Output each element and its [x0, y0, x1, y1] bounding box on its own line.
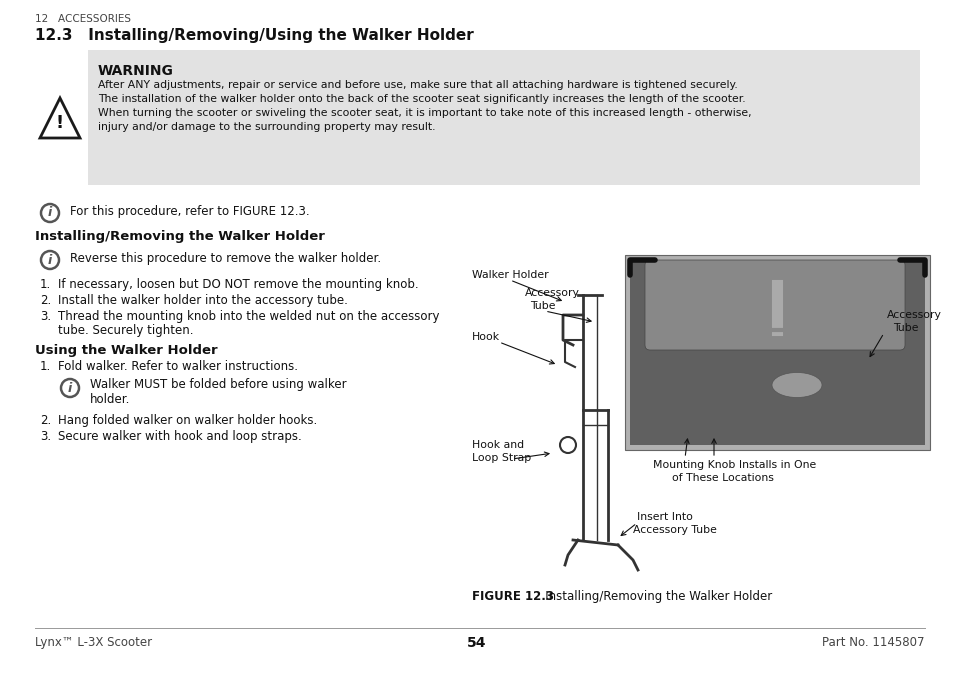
- Text: Hang folded walker on walker holder hooks.: Hang folded walker on walker holder hook…: [58, 414, 317, 427]
- FancyBboxPatch shape: [629, 260, 924, 445]
- Circle shape: [61, 379, 79, 397]
- Circle shape: [41, 251, 59, 269]
- Text: Accessory: Accessory: [524, 288, 579, 298]
- Text: Walker Holder: Walker Holder: [472, 270, 548, 280]
- Text: 12.3   Installing/Removing/Using the Walker Holder: 12.3 Installing/Removing/Using the Walke…: [35, 28, 474, 43]
- Text: Fold walker. Refer to walker instructions.: Fold walker. Refer to walker instruction…: [58, 360, 297, 373]
- Text: When turning the scooter or swiveling the scooter seat, it is important to take : When turning the scooter or swiveling th…: [98, 108, 751, 118]
- Text: 1.: 1.: [40, 278, 51, 291]
- Text: If necessary, loosen but DO NOT remove the mounting knob.: If necessary, loosen but DO NOT remove t…: [58, 278, 418, 291]
- Text: Using the Walker Holder: Using the Walker Holder: [35, 344, 217, 357]
- Text: holder.: holder.: [90, 393, 131, 406]
- Text: 2.: 2.: [40, 294, 51, 307]
- Text: WARNING: WARNING: [98, 64, 173, 78]
- Text: i: i: [48, 253, 52, 266]
- Text: Hook: Hook: [472, 332, 499, 342]
- Text: Part No. 1145807: Part No. 1145807: [821, 636, 924, 649]
- Text: Accessory: Accessory: [886, 310, 941, 320]
- Text: Walker MUST be folded before using walker: Walker MUST be folded before using walke…: [90, 378, 346, 391]
- FancyBboxPatch shape: [624, 255, 929, 450]
- Text: Loop Strap: Loop Strap: [472, 453, 531, 463]
- Text: 3.: 3.: [40, 430, 51, 443]
- Text: 1.: 1.: [40, 360, 51, 373]
- Text: injury and/or damage to the surrounding property may result.: injury and/or damage to the surrounding …: [98, 122, 435, 132]
- Text: i: i: [68, 381, 72, 394]
- Polygon shape: [40, 98, 80, 138]
- Text: 54: 54: [467, 636, 486, 650]
- Text: Tube: Tube: [530, 301, 555, 311]
- Text: tube. Securely tighten.: tube. Securely tighten.: [58, 324, 193, 337]
- Text: Insert Into: Insert Into: [637, 512, 692, 522]
- Text: Accessory Tube: Accessory Tube: [633, 525, 716, 535]
- Text: Mounting Knob Installs in One: Mounting Knob Installs in One: [652, 460, 816, 470]
- Text: For this procedure, refer to FIGURE 12.3.: For this procedure, refer to FIGURE 12.3…: [70, 205, 310, 218]
- Text: 2.: 2.: [40, 414, 51, 427]
- Text: i: i: [48, 206, 52, 220]
- Text: Lynx™ L-3X Scooter: Lynx™ L-3X Scooter: [35, 636, 152, 649]
- Text: 12   ACCESSORIES: 12 ACCESSORIES: [35, 14, 131, 24]
- Text: Hook and: Hook and: [472, 440, 523, 450]
- Text: FIGURE 12.3: FIGURE 12.3: [472, 590, 554, 603]
- Circle shape: [41, 204, 59, 222]
- Text: The installation of the walker holder onto the back of the scooter seat signific: The installation of the walker holder on…: [98, 94, 745, 104]
- Text: Reverse this procedure to remove the walker holder.: Reverse this procedure to remove the wal…: [70, 252, 381, 265]
- Text: Secure walker with hook and loop straps.: Secure walker with hook and loop straps.: [58, 430, 301, 443]
- Ellipse shape: [771, 373, 821, 398]
- FancyBboxPatch shape: [88, 50, 919, 185]
- Text: Installing/Removing the Walker Holder: Installing/Removing the Walker Holder: [35, 230, 325, 243]
- Text: Install the walker holder into the accessory tube.: Install the walker holder into the acces…: [58, 294, 348, 307]
- Text: Installing/Removing the Walker Holder: Installing/Removing the Walker Holder: [534, 590, 771, 603]
- Text: !: !: [56, 114, 64, 132]
- FancyBboxPatch shape: [644, 260, 904, 350]
- Text: 3.: 3.: [40, 310, 51, 323]
- Text: Thread the mounting knob into the welded nut on the accessory: Thread the mounting knob into the welded…: [58, 310, 439, 323]
- Text: After ANY adjustments, repair or service and before use, make sure that all atta: After ANY adjustments, repair or service…: [98, 80, 737, 90]
- Text: of These Locations: of These Locations: [671, 473, 773, 483]
- Text: Tube: Tube: [892, 323, 918, 333]
